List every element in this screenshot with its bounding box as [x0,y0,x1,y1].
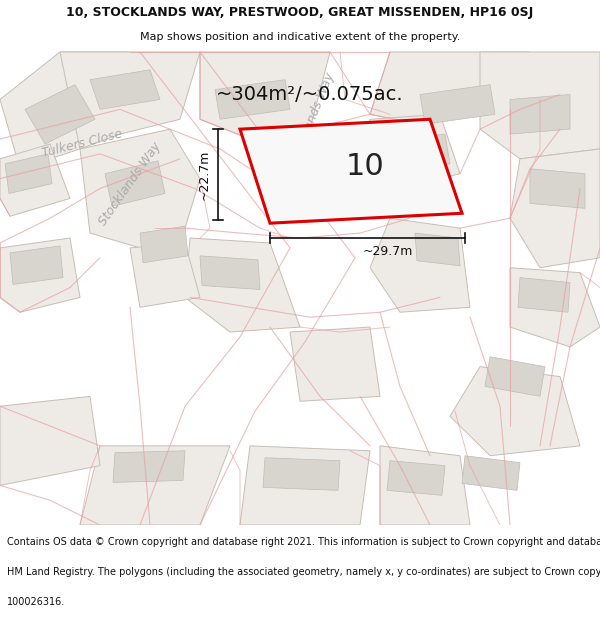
Polygon shape [370,218,470,312]
Polygon shape [140,226,188,262]
Polygon shape [215,79,290,119]
Text: ~29.7m: ~29.7m [362,246,413,258]
Text: Stocklands Way: Stocklands Way [287,71,337,168]
Polygon shape [90,70,160,109]
Polygon shape [510,268,600,347]
Polygon shape [105,161,165,206]
Polygon shape [263,458,340,491]
Polygon shape [130,243,200,308]
Polygon shape [485,357,545,396]
Polygon shape [60,52,200,149]
Polygon shape [530,169,585,208]
Polygon shape [25,84,95,144]
Polygon shape [400,134,450,169]
Polygon shape [518,278,570,312]
Polygon shape [80,446,230,525]
Polygon shape [0,52,130,169]
Polygon shape [80,129,200,248]
Polygon shape [420,84,495,124]
Polygon shape [113,451,185,482]
Polygon shape [380,446,470,525]
Polygon shape [510,94,570,134]
Polygon shape [10,246,63,284]
Polygon shape [480,52,600,159]
Polygon shape [387,461,445,495]
Text: Tulkers Close: Tulkers Close [40,127,124,160]
Text: Contains OS data © Crown copyright and database right 2021. This information is : Contains OS data © Crown copyright and d… [7,537,600,547]
Polygon shape [0,144,70,216]
Text: 10, STOCKLANDS WAY, PRESTWOOD, GREAT MISSENDEN, HP16 0SJ: 10, STOCKLANDS WAY, PRESTWOOD, GREAT MIS… [67,6,533,19]
Text: ~304m²/~0.075ac.: ~304m²/~0.075ac. [216,85,404,104]
Polygon shape [240,446,370,525]
Polygon shape [450,367,580,456]
Text: Stocklands Way: Stocklands Way [97,139,164,228]
Polygon shape [0,396,100,486]
Text: 100026316.: 100026316. [7,597,65,607]
Polygon shape [462,456,520,491]
Text: ~22.7m: ~22.7m [197,149,211,200]
Polygon shape [5,154,52,194]
Polygon shape [370,52,530,124]
Polygon shape [510,149,600,268]
Polygon shape [185,238,300,332]
Polygon shape [415,233,460,266]
Text: 10: 10 [346,152,385,181]
Polygon shape [360,114,460,189]
Text: HM Land Registry. The polygons (including the associated geometry, namely x, y c: HM Land Registry. The polygons (includin… [7,567,600,577]
Text: Map shows position and indicative extent of the property.: Map shows position and indicative extent… [140,32,460,43]
Polygon shape [290,327,380,401]
Polygon shape [0,238,80,312]
Polygon shape [200,52,330,139]
Polygon shape [200,256,260,289]
Polygon shape [240,119,462,223]
